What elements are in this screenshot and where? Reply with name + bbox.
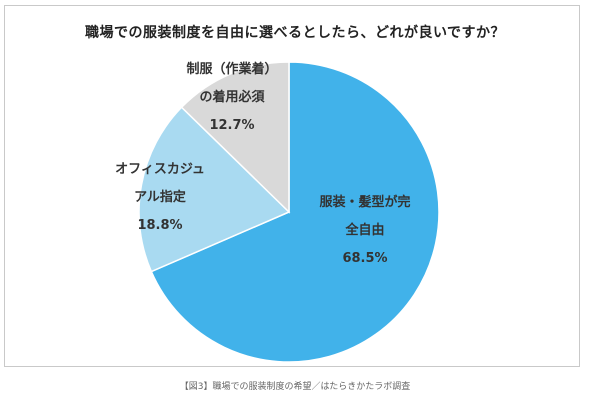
slice-label-free-line2: 全自由 <box>345 223 385 238</box>
slice-label-uniform-line2: の着用必須 <box>199 90 265 105</box>
figure-caption: 【図3】職場での服装制度の希望／はたらきかたラボ調査 <box>179 382 411 392</box>
pie-slice-free <box>150 61 440 363</box>
slice-label-free-line1: 服装・髪型が完 <box>319 195 411 210</box>
pie-slice-uniform <box>180 61 290 214</box>
chart-title: 職場での服装制度を自由に選べるとしたら、どれが良いですか？ <box>84 25 506 41</box>
slice-value-uniform: 12.7% <box>209 118 255 133</box>
slice-label-casual-line1: オフィスカジュ <box>115 162 205 177</box>
slice-label-uniform: 制服（作業着） の着用必須 12.7% <box>172 56 292 140</box>
slice-label-free: 服装・髪型が完 全自由 68.5% <box>300 189 430 273</box>
slice-value-free: 68.5% <box>342 251 388 266</box>
slice-label-casual-line2: アル指定 <box>134 190 186 205</box>
slice-label-casual: オフィスカジュ アル指定 18.8% <box>100 156 220 240</box>
slice-value-casual: 18.8% <box>137 218 183 233</box>
pie-slice-casual <box>138 106 291 273</box>
slice-label-uniform-line1: 制服（作業着） <box>186 62 278 77</box>
